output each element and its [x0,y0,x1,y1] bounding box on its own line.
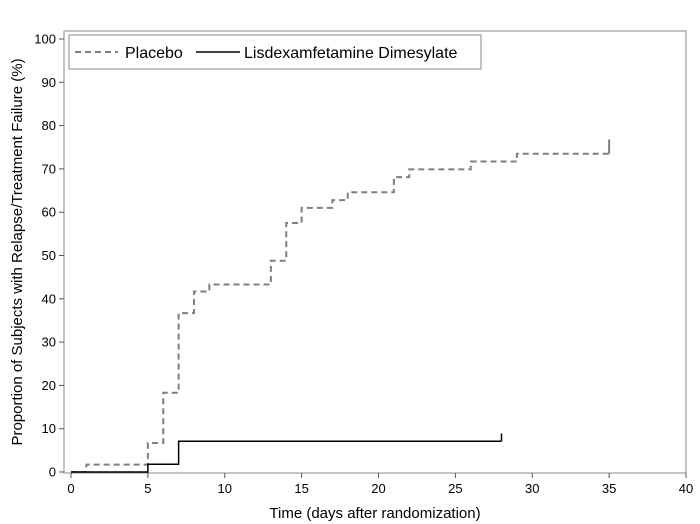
x-tick-label: 35 [602,481,616,496]
series-line-1 [71,440,502,473]
y-tick-label: 20 [42,378,56,393]
series-line-0 [71,152,610,473]
x-tick-label: 30 [525,481,539,496]
y-tick-label: 100 [34,32,56,47]
x-tick-label: 5 [144,481,151,496]
y-tick-label: 30 [42,335,56,350]
y-tick-label: 10 [42,421,56,436]
series-layer [71,139,611,473]
legend-label-lisdexamfetamine: Lisdexamfetamine Dimesylate [244,45,458,62]
y-tick-label: 50 [42,248,56,263]
legend-label-placebo: Placebo [125,45,183,62]
x-axis-title: Time (days after randomization) [269,505,480,522]
y-axis: 0 10 20 30 40 50 60 70 80 90 100 [34,32,64,480]
y-tick-label: 80 [42,118,56,133]
y-axis-title: Proportion of Subjects with Relapse/Trea… [9,58,26,445]
y-tick-label: 60 [42,205,56,220]
y-tick-label: 70 [42,161,56,176]
x-axis: 0 5 10 15 20 25 30 35 40 [67,473,693,496]
y-tick-label: 0 [49,465,56,480]
legend: Placebo Lisdexamfetamine Dimesylate [68,34,482,70]
x-tick-label: 20 [371,481,385,496]
x-tick-label: 10 [218,481,232,496]
legend-box [68,34,482,70]
plot-frame [63,30,687,474]
x-tick-label: 0 [67,481,74,496]
y-tick-label: 40 [42,291,56,306]
x-tick-label: 25 [448,481,462,496]
x-tick-label: 15 [294,481,308,496]
x-tick-label: 40 [679,481,693,496]
y-tick-label: 90 [42,75,56,90]
